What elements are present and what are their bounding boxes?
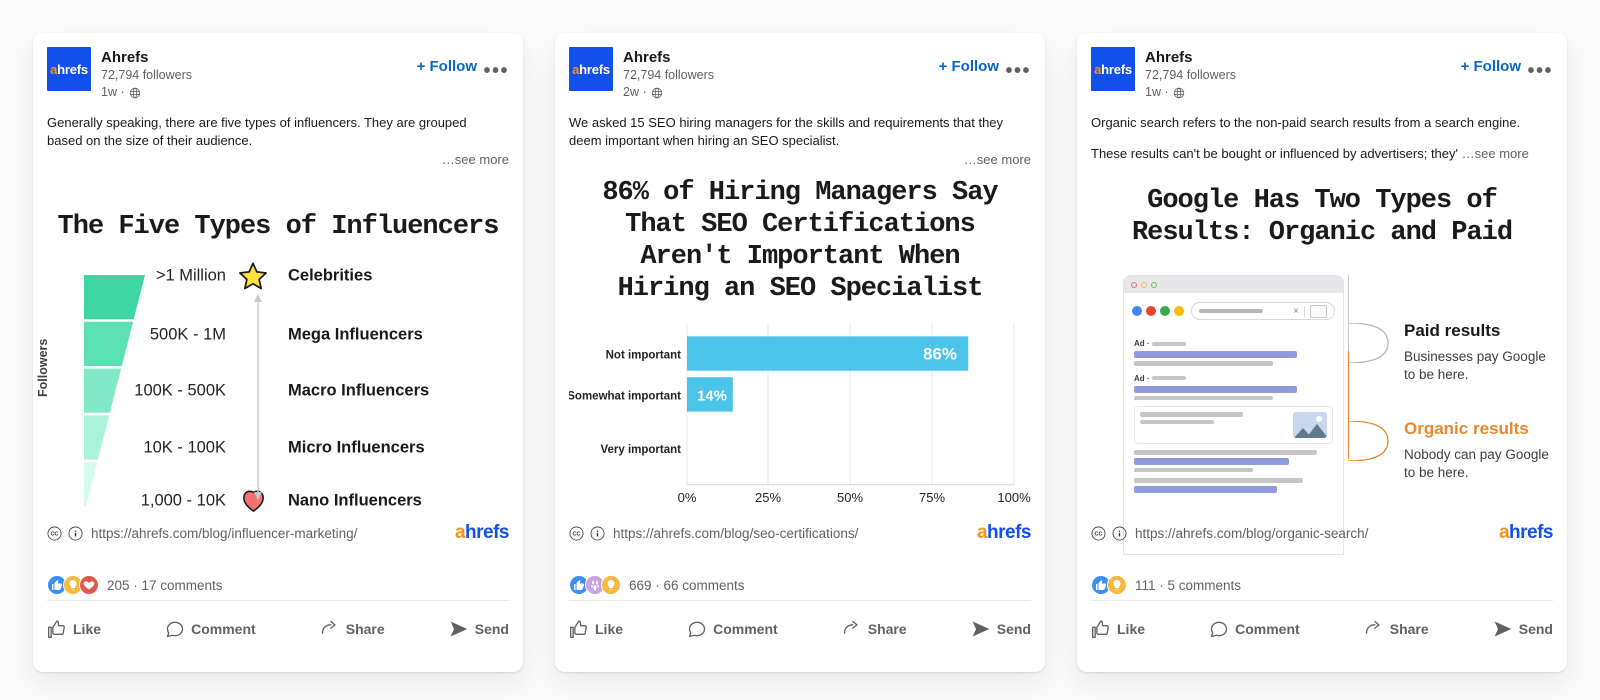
svg-text:Not important: Not important (606, 350, 682, 362)
svg-text:CC: CC (50, 531, 58, 537)
svg-text:75%: 75% (919, 490, 945, 505)
svg-text:50%: 50% (837, 490, 863, 505)
svg-text:100%: 100% (997, 490, 1031, 505)
svg-text:CC: CC (1094, 531, 1102, 537)
svg-text:25%: 25% (755, 490, 781, 505)
svg-text:86%: 86% (923, 345, 957, 364)
svg-text:14%: 14% (697, 387, 727, 404)
svg-text:Very important: Very important (600, 444, 681, 456)
svg-text:0%: 0% (678, 490, 697, 505)
svg-text:CC: CC (572, 531, 580, 537)
svg-text:Somewhat important: Somewhat important (569, 390, 681, 402)
